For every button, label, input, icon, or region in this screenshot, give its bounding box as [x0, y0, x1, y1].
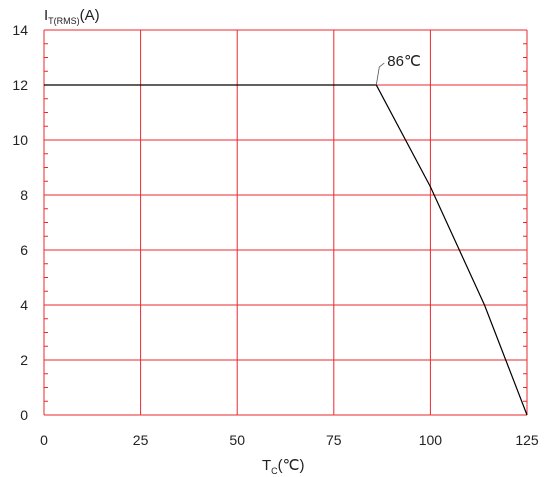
y-tick-label: 6 — [20, 242, 28, 258]
x-tick-label: 100 — [419, 432, 443, 448]
x-tick-label: 125 — [515, 432, 539, 448]
y-tick-label: 8 — [20, 187, 28, 203]
minor-ticks — [44, 29, 527, 416]
x-axis-title: TC(℃) — [262, 457, 305, 476]
series-layer — [44, 84, 528, 416]
y-tick-label: 10 — [12, 132, 28, 148]
grid — [43, 29, 528, 416]
y-axis-title: IT(RMS)(A) — [44, 7, 100, 26]
x-tick-label: 75 — [326, 432, 342, 448]
annotation-label: 86℃ — [387, 53, 421, 70]
y-tick-label: 0 — [20, 407, 28, 423]
y-tick-labels: 0 2 4 6 8 10 12 14 — [12, 22, 28, 423]
series-line — [44, 84, 528, 416]
y-tick-label: 12 — [12, 77, 28, 93]
y-tick-label: 2 — [20, 352, 28, 368]
x-tick-label: 25 — [133, 432, 149, 448]
x-tick-labels: 0 25 50 75 100 125 — [40, 432, 539, 448]
annotation-layer: 86℃ — [375, 53, 421, 86]
y-tick-label: 14 — [12, 22, 28, 38]
y-tick-label: 4 — [20, 297, 28, 313]
x-tick-label: 50 — [229, 432, 245, 448]
x-tick-label: 0 — [40, 432, 48, 448]
annotation-leader — [375, 62, 385, 86]
